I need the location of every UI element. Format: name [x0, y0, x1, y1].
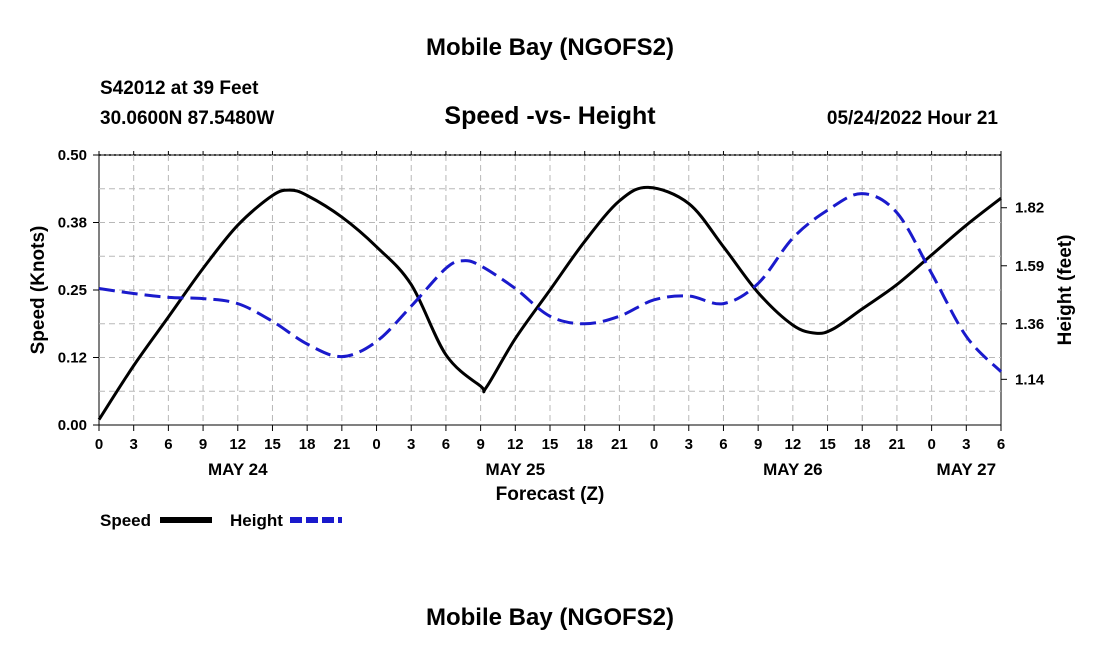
x-tick-label: 0 [650, 436, 658, 453]
forecast-datetime: 05/24/2022 Hour 21 [827, 108, 999, 129]
x-tick-label: 3 [407, 436, 415, 453]
y-tick-label-right: 1.59 [1015, 258, 1044, 275]
x-tick-label: 15 [542, 436, 559, 453]
x-date-label: MAY 25 [486, 460, 546, 479]
legend-speed-label: Speed [100, 511, 151, 530]
x-date-label: MAY 26 [763, 460, 823, 479]
axes: 0 3 6 9 12 15 18 21 0 3 6 9 12 15 18 21 0 3 6 9 12 15 18 21 0 3 6M… [58, 147, 1045, 479]
x-tick-label: 15 [819, 436, 836, 453]
x-tick-label: 0 [372, 436, 380, 453]
x-tick-label: 3 [130, 436, 138, 453]
coordinates-label: 30.0600N 87.5480W [100, 108, 274, 129]
x-tick-label: 9 [476, 436, 484, 453]
legend-height-label: Height [230, 511, 283, 530]
y-axis-label-right: Height (feet) [1055, 235, 1076, 346]
x-tick-label: 6 [164, 436, 172, 453]
y-tick-label-right: 1.14 [1015, 371, 1045, 388]
x-tick-label: 18 [299, 436, 316, 453]
page-title-bottom: Mobile Bay (NGOFS2) [426, 604, 674, 631]
y-tick-label-left: 0.38 [58, 215, 87, 232]
y-tick-label-left: 0.25 [58, 282, 87, 299]
series-line-speed [97, 185, 1002, 421]
x-axis-label: Forecast (Z) [496, 484, 605, 505]
x-tick-label: 9 [199, 436, 207, 453]
x-tick-label: 0 [95, 436, 103, 453]
y-tick-label-right: 1.82 [1015, 200, 1044, 217]
x-tick-label: 12 [785, 436, 802, 453]
x-tick-label: 21 [611, 436, 628, 453]
y-tick-label-right: 1.36 [1015, 316, 1044, 333]
x-date-label: MAY 27 [937, 460, 997, 479]
x-tick-label: 18 [576, 436, 593, 453]
x-tick-label: 18 [854, 436, 871, 453]
chart-title: Speed -vs- Height [444, 102, 656, 130]
series-layer [97, 185, 1003, 421]
x-tick-label: 21 [334, 436, 351, 453]
page-title-top: Mobile Bay (NGOFS2) [426, 34, 674, 61]
x-tick-label: 6 [997, 436, 1005, 453]
y-tick-label-left: 0.00 [58, 417, 87, 434]
station-label: S42012 at 39 Feet [100, 78, 259, 99]
x-tick-label: 6 [719, 436, 727, 453]
x-tick-label: 6 [442, 436, 450, 453]
x-tick-label: 3 [685, 436, 693, 453]
x-tick-label: 9 [754, 436, 762, 453]
x-tick-label: 3 [962, 436, 970, 453]
legend: Speed Height [100, 511, 342, 530]
x-tick-label: 15 [264, 436, 281, 453]
x-tick-label: 12 [507, 436, 524, 453]
y-tick-label-left: 0.50 [58, 147, 87, 164]
grid-lines [99, 154, 1001, 425]
x-tick-label: 0 [927, 436, 935, 453]
x-tick-label: 12 [229, 436, 246, 453]
x-tick-label: 21 [889, 436, 906, 453]
y-axis-label-left: Speed (Knots) [28, 226, 49, 355]
y-tick-label-left: 0.12 [58, 350, 87, 367]
x-date-label: MAY 24 [208, 460, 268, 479]
